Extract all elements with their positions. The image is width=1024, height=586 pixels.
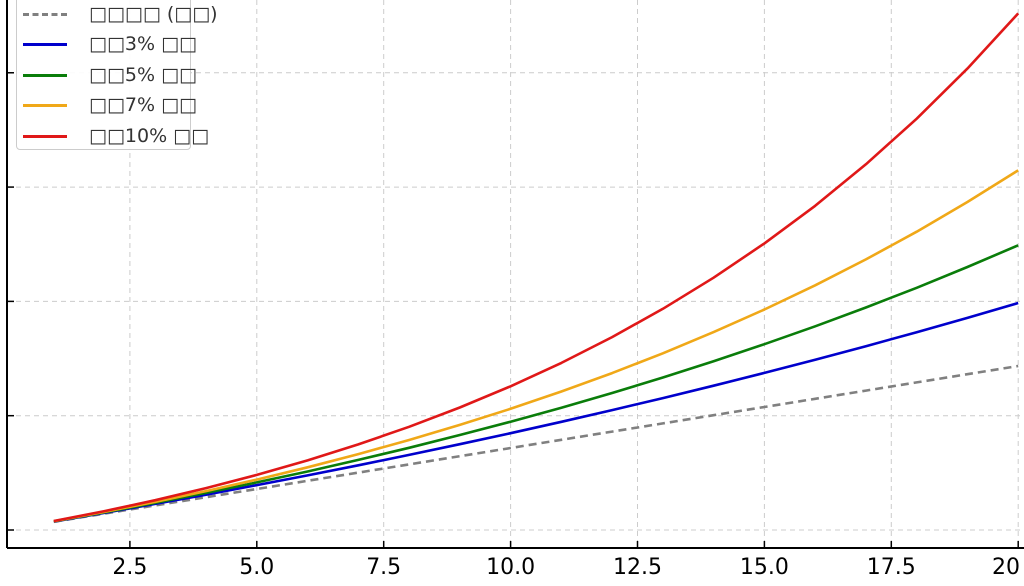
series-line-2 bbox=[53, 244, 1019, 523]
series-lines bbox=[53, 12, 1020, 524]
legend-label: □□3% □□ bbox=[89, 33, 197, 55]
grid bbox=[7, 0, 1024, 548]
series-line-3 bbox=[53, 169, 1019, 523]
legend-label: □□□□ (□□) bbox=[89, 3, 218, 25]
legend-item: □□□□ (□□) bbox=[23, 0, 218, 29]
x-tick-label: 7.5 bbox=[366, 555, 401, 580]
legend-swatch bbox=[23, 12, 67, 16]
series-line-4 bbox=[53, 12, 1020, 523]
x-tick-label: 2.5 bbox=[112, 555, 147, 580]
legend-swatch bbox=[23, 103, 67, 107]
x-tick-label: 12.5 bbox=[613, 555, 662, 580]
legend-item: □□7% □□ bbox=[23, 90, 197, 120]
x-tick-label: 15.0 bbox=[740, 555, 789, 580]
legend-item: □□3% □□ bbox=[23, 29, 197, 59]
legend-swatch bbox=[23, 42, 67, 46]
x-tick-label: 20 bbox=[992, 555, 1020, 580]
legend: □□□□ (□□) □□3% □□ □□5% □□ □□7% □□ □□10% … bbox=[16, 0, 218, 150]
legend-label: □□10% □□ bbox=[89, 125, 210, 147]
x-tick-label: 5.0 bbox=[239, 555, 274, 580]
legend-label: □□5% □□ bbox=[89, 64, 197, 86]
x-tick-label: 17.5 bbox=[867, 555, 916, 580]
legend-item: □□5% □□ bbox=[23, 60, 197, 90]
legend-swatch bbox=[23, 73, 67, 77]
legend-swatch bbox=[23, 134, 67, 138]
series-line-0 bbox=[53, 364, 1019, 524]
legend-item: □□10% □□ bbox=[23, 121, 209, 151]
legend-label: □□7% □□ bbox=[89, 94, 197, 116]
series-line-1 bbox=[53, 301, 1019, 523]
x-tick-labels: 2.5 5.0 7.5 10.0 12.5 15.0 17.5 20 bbox=[112, 555, 1020, 580]
x-tick-label: 10.0 bbox=[486, 555, 535, 580]
axes bbox=[6, 0, 1024, 549]
